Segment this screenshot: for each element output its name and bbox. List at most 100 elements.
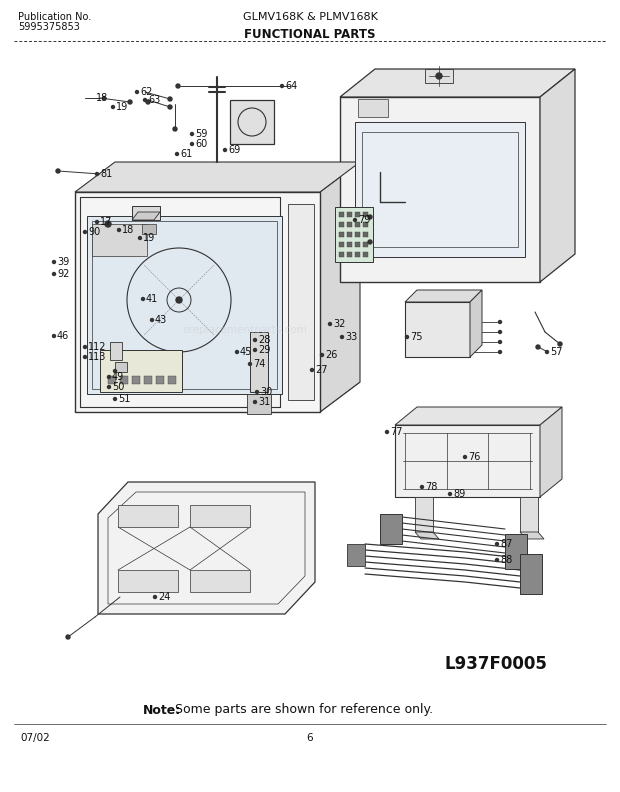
Text: 27: 27 xyxy=(315,365,327,375)
Bar xyxy=(339,222,344,227)
Text: 07/02: 07/02 xyxy=(20,733,50,743)
Bar xyxy=(132,206,160,220)
Circle shape xyxy=(154,596,156,599)
Circle shape xyxy=(176,297,182,303)
Bar xyxy=(355,122,525,257)
Bar xyxy=(250,332,268,392)
Text: 41: 41 xyxy=(146,294,158,304)
Circle shape xyxy=(405,336,409,338)
Text: 39: 39 xyxy=(57,257,69,267)
Circle shape xyxy=(105,221,111,227)
Text: 112: 112 xyxy=(88,342,107,352)
Bar xyxy=(362,132,518,247)
Text: 18: 18 xyxy=(122,225,135,235)
Circle shape xyxy=(107,386,110,389)
Polygon shape xyxy=(320,162,360,412)
Bar xyxy=(415,497,433,532)
Text: 46: 46 xyxy=(57,331,69,341)
Circle shape xyxy=(95,220,99,223)
Circle shape xyxy=(255,390,259,394)
Text: 26: 26 xyxy=(325,350,337,360)
Text: 61: 61 xyxy=(180,149,192,159)
Polygon shape xyxy=(75,162,360,192)
Bar xyxy=(347,232,352,237)
Circle shape xyxy=(53,272,56,276)
Bar xyxy=(92,224,147,256)
Circle shape xyxy=(113,370,117,372)
Text: Some parts are shown for reference only.: Some parts are shown for reference only. xyxy=(175,703,433,717)
Circle shape xyxy=(102,97,105,100)
Text: 18: 18 xyxy=(95,93,108,103)
Bar xyxy=(347,222,352,227)
Bar xyxy=(363,252,368,257)
Bar xyxy=(118,570,178,592)
Text: 49: 49 xyxy=(112,372,124,382)
Text: 45: 45 xyxy=(240,347,252,357)
Circle shape xyxy=(495,558,498,562)
Bar xyxy=(120,376,128,384)
Circle shape xyxy=(168,97,172,101)
Text: 32: 32 xyxy=(333,319,345,329)
Bar xyxy=(190,570,250,592)
Circle shape xyxy=(321,353,324,356)
Circle shape xyxy=(107,375,110,379)
Circle shape xyxy=(386,431,389,433)
Circle shape xyxy=(498,330,502,333)
Bar xyxy=(363,212,368,217)
Circle shape xyxy=(254,348,257,352)
Polygon shape xyxy=(405,290,482,302)
Text: 69: 69 xyxy=(228,145,241,155)
Text: 19: 19 xyxy=(143,233,155,243)
Circle shape xyxy=(168,105,172,109)
Circle shape xyxy=(56,169,60,173)
Bar xyxy=(380,514,402,544)
Bar xyxy=(339,212,344,217)
Bar xyxy=(339,252,344,257)
Bar xyxy=(347,242,352,247)
Bar xyxy=(355,252,360,257)
Circle shape xyxy=(236,351,239,353)
Bar xyxy=(347,212,352,217)
Text: 77: 77 xyxy=(390,427,402,437)
Text: 33: 33 xyxy=(345,332,357,342)
Bar xyxy=(425,69,453,83)
Polygon shape xyxy=(540,69,575,282)
Text: 6: 6 xyxy=(307,733,313,743)
Circle shape xyxy=(536,345,540,349)
Text: 79: 79 xyxy=(358,215,370,225)
Bar xyxy=(110,342,122,360)
Bar xyxy=(100,350,182,392)
Circle shape xyxy=(448,493,451,496)
Text: FUNCTIONAL PARTS: FUNCTIONAL PARTS xyxy=(244,29,376,41)
Bar xyxy=(355,232,360,237)
Text: 92: 92 xyxy=(57,269,69,279)
Text: L937F0005: L937F0005 xyxy=(445,655,548,673)
Bar xyxy=(190,505,250,527)
Circle shape xyxy=(151,318,154,322)
Circle shape xyxy=(368,240,372,244)
Polygon shape xyxy=(470,290,482,357)
Text: 88: 88 xyxy=(500,555,512,565)
Bar xyxy=(118,505,178,527)
Text: 87: 87 xyxy=(500,539,512,549)
Text: 59: 59 xyxy=(195,129,207,139)
Bar xyxy=(335,207,373,262)
Circle shape xyxy=(141,298,144,300)
Text: 76: 76 xyxy=(468,452,481,462)
Circle shape xyxy=(546,351,549,353)
Text: 78: 78 xyxy=(425,482,437,492)
Circle shape xyxy=(311,368,314,371)
Text: 51: 51 xyxy=(118,394,130,404)
Bar xyxy=(339,242,344,247)
Polygon shape xyxy=(540,407,562,497)
Text: 24: 24 xyxy=(158,592,170,602)
Bar xyxy=(347,252,352,257)
Text: 64: 64 xyxy=(285,81,297,91)
Bar xyxy=(132,376,140,384)
Circle shape xyxy=(118,229,120,231)
Circle shape xyxy=(84,345,87,348)
Bar xyxy=(339,232,344,237)
Polygon shape xyxy=(75,382,360,412)
Circle shape xyxy=(53,334,56,337)
Circle shape xyxy=(254,401,257,403)
